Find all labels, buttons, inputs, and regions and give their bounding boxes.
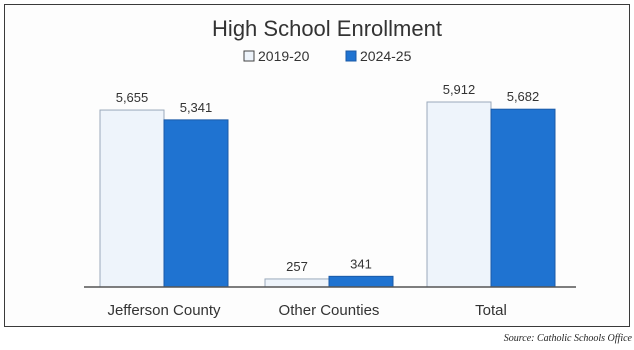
legend-swatch-2024-25: [345, 50, 357, 62]
value-label: 5,912: [443, 82, 476, 97]
bar-jefferson-county-2019-20: [99, 109, 165, 288]
bar-other-counties-2024-25: [328, 275, 394, 288]
value-label: 5,655: [116, 90, 149, 105]
chart-legend: 2019-20 2024-25: [243, 48, 412, 64]
chart-title: High School Enrollment: [212, 16, 442, 41]
value-label-group: 5,655 5,341 257 341 5,912 5,682: [116, 82, 540, 274]
value-label: 341: [350, 256, 372, 271]
value-label: 5,341: [180, 100, 213, 115]
category-label-group: Jefferson County Other Counties Total: [107, 302, 506, 319]
category-label: Total: [475, 302, 507, 319]
bar-jefferson-county-2024-25: [163, 119, 229, 288]
enrollment-bar-chart: High School Enrollment 2019-20 2024-25 5,…: [84, 16, 576, 319]
legend-label-2024-25: 2024-25: [360, 48, 412, 64]
category-label: Other Counties: [279, 302, 380, 319]
bar-group: [99, 101, 556, 288]
value-label: 257: [286, 259, 308, 274]
bar-other-counties-2019-20: [264, 278, 330, 288]
legend-label-2019-20: 2019-20: [258, 48, 310, 64]
bar-total-2019-20: [426, 101, 492, 288]
value-label: 5,682: [507, 89, 540, 104]
source-note: Source: Catholic Schools Office: [503, 333, 632, 344]
bar-total-2024-25: [490, 108, 556, 288]
category-label: Jefferson County: [107, 302, 221, 319]
legend-swatch-2019-20: [243, 50, 255, 62]
